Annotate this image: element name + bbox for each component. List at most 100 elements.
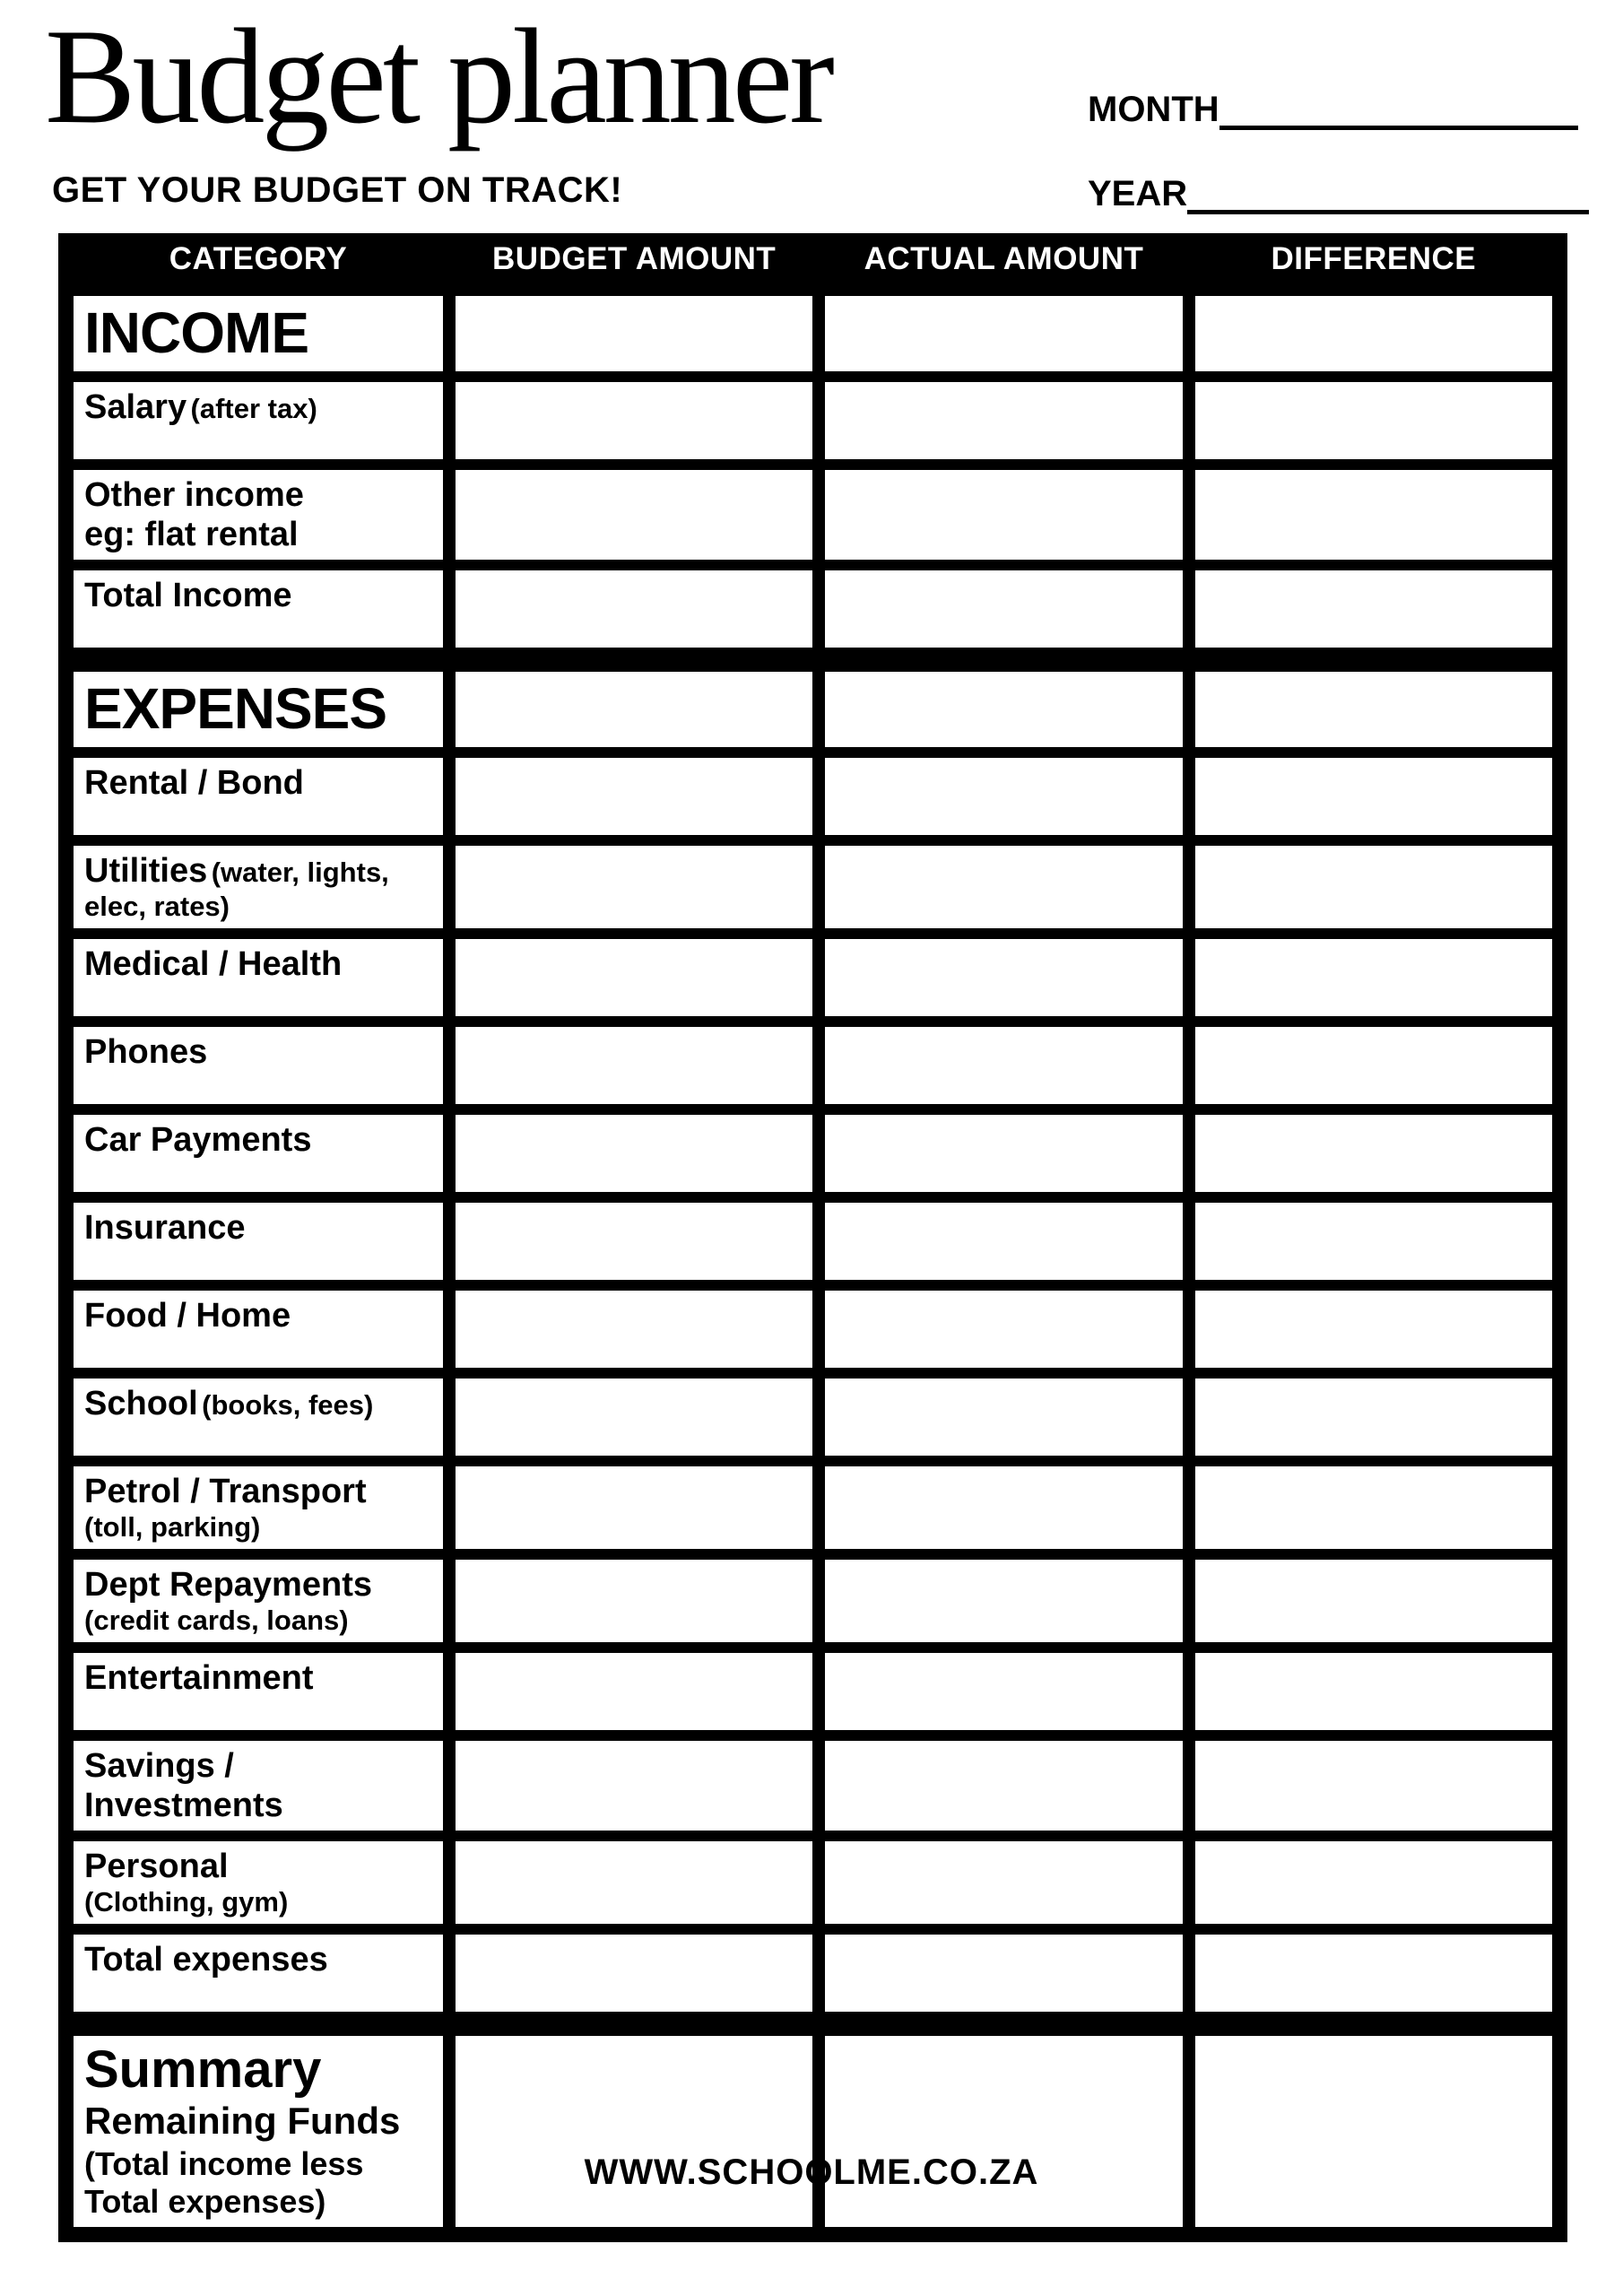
year-label: YEAR bbox=[1088, 174, 1188, 213]
category-label: Petrol / Transport bbox=[84, 1472, 436, 1511]
budget-amount-cell[interactable] bbox=[456, 1291, 813, 1369]
budget-amount-cell[interactable] bbox=[456, 1741, 813, 1831]
table-header-row: CATEGORY BUDGET AMOUNT ACTUAL AMOUNT DIF… bbox=[74, 233, 1552, 285]
category-label: Medical / Health bbox=[84, 944, 436, 984]
budget-amount-cell[interactable] bbox=[456, 1466, 813, 1550]
category-cell: Summary Remaining Funds (Total income less… bbox=[74, 2036, 443, 2227]
budget-amount-cell[interactable] bbox=[456, 296, 813, 371]
budget-amount-cell[interactable] bbox=[456, 1027, 813, 1105]
category-cell: EXPENSES bbox=[74, 672, 443, 748]
actual-amount-cell[interactable] bbox=[825, 1560, 1183, 1643]
difference-cell[interactable] bbox=[1194, 939, 1552, 1017]
category-cell: Salary (after tax) bbox=[74, 382, 443, 459]
table-row-savings: Savings / Investments bbox=[74, 1741, 1552, 1831]
difference-cell[interactable] bbox=[1194, 672, 1552, 748]
budget-amount-cell[interactable] bbox=[456, 939, 813, 1017]
month-label: MONTH bbox=[1088, 90, 1219, 129]
budget-amount-cell[interactable] bbox=[456, 570, 813, 648]
actual-amount-cell[interactable] bbox=[825, 570, 1183, 648]
table-row-entertainment: Entertainment bbox=[74, 1653, 1552, 1731]
difference-cell[interactable] bbox=[1194, 1203, 1552, 1281]
category-label: Food / Home bbox=[84, 1296, 436, 1335]
budget-amount-cell[interactable] bbox=[456, 1378, 813, 1457]
table-row-income: INCOME bbox=[74, 296, 1552, 371]
budget-amount-cell[interactable] bbox=[456, 1935, 813, 2013]
difference-cell[interactable] bbox=[1194, 1466, 1552, 1550]
category-label-detail: (after tax) bbox=[190, 393, 317, 424]
year-blank-line[interactable] bbox=[1187, 172, 1590, 214]
category-label-main: Salary bbox=[84, 388, 187, 426]
page-tagline: GET YOUR BUDGET ON TRACK! bbox=[52, 170, 623, 210]
actual-amount-cell[interactable] bbox=[825, 1291, 1183, 1369]
actual-amount-cell[interactable] bbox=[825, 758, 1183, 836]
actual-amount-cell[interactable] bbox=[825, 1115, 1183, 1193]
budget-amount-cell[interactable] bbox=[456, 1115, 813, 1193]
summary-label: Summary bbox=[84, 2040, 322, 2100]
difference-cell[interactable] bbox=[1194, 296, 1552, 371]
actual-amount-cell[interactable] bbox=[825, 1027, 1183, 1105]
column-header-budget-amount: BUDGET AMOUNT bbox=[492, 241, 777, 276]
budget-amount-cell[interactable] bbox=[456, 1560, 813, 1643]
category-label-main: Food / Home bbox=[84, 1297, 291, 1335]
category-label-main: Utilities bbox=[84, 852, 208, 891]
category-label-main: Phones bbox=[84, 1033, 208, 1072]
difference-cell[interactable] bbox=[1194, 1935, 1552, 2013]
budget-amount-cell[interactable] bbox=[456, 846, 813, 929]
difference-cell[interactable] bbox=[1194, 1653, 1552, 1731]
difference-cell[interactable] bbox=[1194, 470, 1552, 561]
budget-amount-cell[interactable] bbox=[456, 1653, 813, 1731]
difference-cell[interactable] bbox=[1194, 382, 1552, 459]
actual-amount-cell[interactable] bbox=[825, 296, 1183, 371]
budget-amount-cell[interactable] bbox=[456, 1203, 813, 1281]
table-row-other-income: Other income eg: flat rental bbox=[74, 470, 1552, 561]
budget-amount-cell[interactable] bbox=[456, 758, 813, 836]
difference-cell[interactable] bbox=[1194, 846, 1552, 929]
actual-amount-cell[interactable] bbox=[825, 1378, 1183, 1457]
table-row-utilities: Utilities (water, lights, elec, rates) bbox=[74, 846, 1552, 929]
table-row-summary: Summary Remaining Funds (Total income less… bbox=[74, 2036, 1552, 2227]
actual-amount-cell[interactable] bbox=[825, 470, 1183, 561]
category-label: School (books, fees) bbox=[84, 1384, 436, 1423]
actual-amount-cell[interactable] bbox=[825, 846, 1183, 929]
table-row-rental-bond: Rental / Bond bbox=[74, 758, 1552, 836]
difference-cell[interactable] bbox=[1194, 1115, 1552, 1193]
difference-cell[interactable] bbox=[1194, 1378, 1552, 1457]
difference-cell[interactable] bbox=[1194, 758, 1552, 836]
difference-cell[interactable] bbox=[1194, 1027, 1552, 1105]
actual-amount-cell[interactable] bbox=[825, 2036, 1183, 2227]
table-row-total-expenses: Total expenses bbox=[74, 1935, 1552, 2013]
actual-amount-cell[interactable] bbox=[825, 1741, 1183, 1831]
budget-amount-cell[interactable] bbox=[456, 470, 813, 561]
column-header-actual-amount: ACTUAL AMOUNT bbox=[864, 241, 1144, 276]
category-cell: Total expenses bbox=[74, 1935, 443, 2013]
actual-amount-cell[interactable] bbox=[825, 382, 1183, 459]
budget-amount-cell[interactable] bbox=[456, 672, 813, 748]
table-row-school: School (books, fees) bbox=[74, 1378, 1552, 1457]
category-cell: Total Income bbox=[74, 570, 443, 648]
actual-amount-cell[interactable] bbox=[825, 672, 1183, 748]
summary-sublabel: Remaining Funds bbox=[84, 2100, 401, 2143]
actual-amount-cell[interactable] bbox=[825, 1841, 1183, 1925]
actual-amount-cell[interactable] bbox=[825, 1653, 1183, 1731]
table-row-expenses: EXPENSES bbox=[74, 672, 1552, 748]
actual-amount-cell[interactable] bbox=[825, 1203, 1183, 1281]
month-blank-line[interactable] bbox=[1219, 88, 1578, 130]
category-label-main: Petrol / Transport bbox=[84, 1473, 367, 1511]
difference-cell[interactable] bbox=[1194, 1741, 1552, 1831]
category-label: Phones bbox=[84, 1032, 436, 1072]
budget-amount-cell[interactable] bbox=[456, 2036, 813, 2227]
category-label-detail: (water, lights, bbox=[211, 857, 389, 889]
difference-cell[interactable] bbox=[1194, 570, 1552, 648]
column-header-difference: DIFFERENCE bbox=[1271, 241, 1477, 276]
actual-amount-cell[interactable] bbox=[825, 1466, 1183, 1550]
actual-amount-cell[interactable] bbox=[825, 939, 1183, 1017]
category-cell: Utilities (water, lights, elec, rates) bbox=[74, 846, 443, 929]
budget-amount-cell[interactable] bbox=[456, 1841, 813, 1925]
category-label: Salary (after tax) bbox=[84, 387, 436, 427]
difference-cell[interactable] bbox=[1194, 1560, 1552, 1643]
difference-cell[interactable] bbox=[1194, 1841, 1552, 1925]
actual-amount-cell[interactable] bbox=[825, 1935, 1183, 2013]
difference-cell[interactable] bbox=[1194, 2036, 1552, 2227]
budget-amount-cell[interactable] bbox=[456, 382, 813, 459]
difference-cell[interactable] bbox=[1194, 1291, 1552, 1369]
